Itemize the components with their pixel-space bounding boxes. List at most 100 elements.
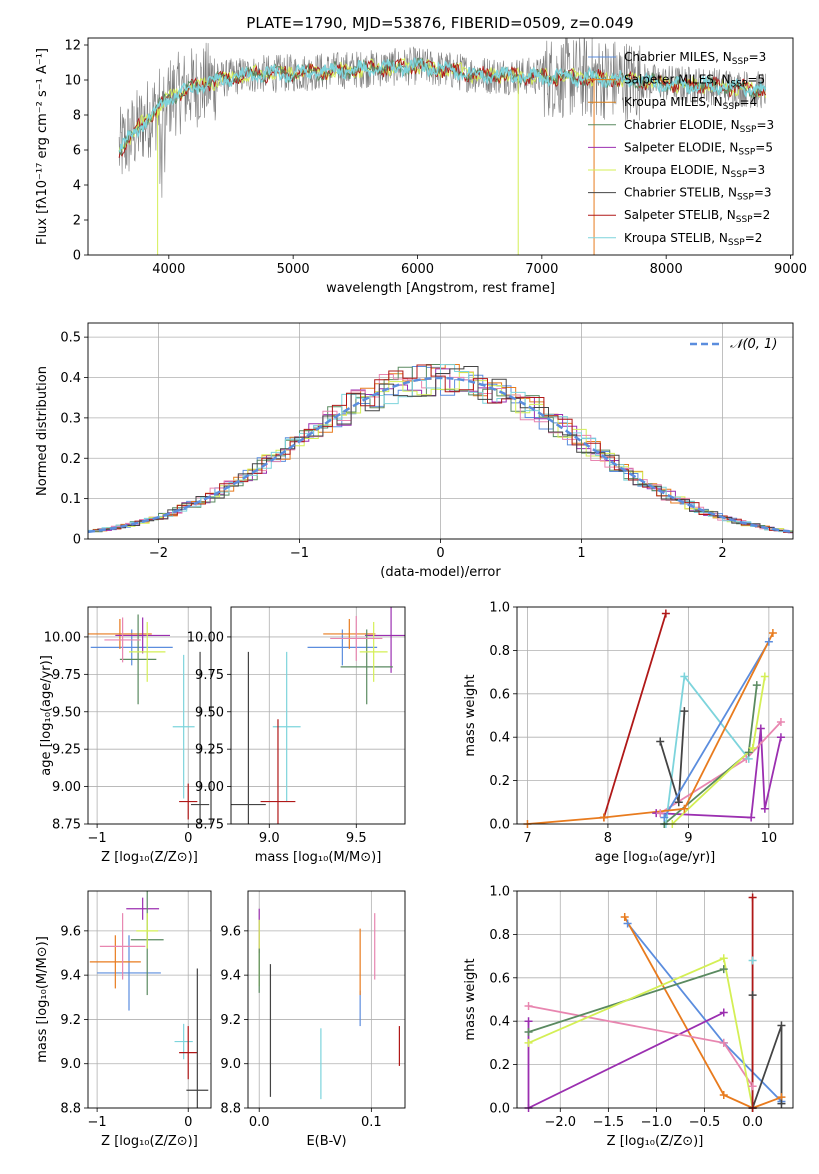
x-tick-label: 5000	[277, 262, 310, 277]
x-tick-label: −1	[88, 831, 107, 846]
weight-marker	[748, 893, 757, 902]
y-tick-label: 9.50	[52, 705, 81, 720]
y-tick-label: 0.8	[489, 644, 510, 659]
legend-text: Kroupa MILES, N	[624, 95, 723, 109]
panel-weight_vs_age: 7 8 9 10 0.0 0.2 0.4 0.6 0.8 1.0 age [log₁₀(age/yr…	[463, 601, 794, 865]
legend-sub: SSP	[740, 125, 757, 135]
panel-residuals: −2 −1 0 1 2 0 0.1 0.2 0.3 0.4 0.5 (data-model)/erro…	[35, 322, 794, 580]
y-tick-label: 10.00	[187, 630, 224, 645]
x-tick-label: 7	[523, 831, 531, 846]
x-tick-label: 8	[604, 831, 612, 846]
legend-suffix: =3	[747, 163, 765, 177]
model-spectrum	[118, 57, 767, 157]
weight-series	[527, 1011, 725, 1108]
x-tick-label: 0	[184, 1115, 192, 1130]
weight-marker	[661, 609, 670, 618]
y-tick-label: 0	[73, 533, 81, 548]
x-axis-label: (data-model)/error	[380, 565, 501, 580]
weight-series	[663, 641, 770, 818]
y-tick-label: 0.5	[60, 331, 81, 346]
weight-marker	[719, 1038, 728, 1047]
y-tick-label: 2	[73, 214, 81, 229]
x-tick-label: 6000	[401, 262, 434, 277]
panel-age_vs_Z: −1 0 8.75 9.00 9.25 9.50 9.75 10.00 Z [log₁₀(Z/Z…	[39, 606, 212, 865]
legend-label: Chabrier STELIB, NSSP=3	[624, 186, 772, 203]
weight-marker	[777, 1099, 786, 1108]
weight-marker	[599, 813, 608, 822]
weight-marker	[747, 813, 756, 822]
y-tick-label: 9.4	[60, 969, 81, 984]
legend-label: Chabrier MILES, NSSP=3	[624, 50, 766, 67]
axes-frame	[87, 606, 212, 825]
grid	[248, 891, 405, 1109]
weight-marker	[719, 954, 728, 963]
legend-text: Chabrier MILES, N	[624, 50, 732, 64]
legend-text: Salpeter STELIB, N	[624, 208, 736, 222]
x-tick-label: 7000	[525, 262, 558, 277]
y-tick-label: 0.2	[489, 774, 510, 789]
weight-marker	[760, 672, 769, 681]
weight-marker	[656, 737, 665, 746]
y-tick-label: 0.4	[489, 731, 510, 746]
legend-sub: SSP	[731, 80, 748, 90]
legend-text: Chabrier STELIB, N	[624, 186, 737, 200]
y-tick-label: 9.75	[52, 668, 81, 683]
y-tick-label: 9.25	[195, 743, 224, 758]
y-tick-label: 8	[73, 109, 81, 124]
x-tick-label: 0	[184, 831, 192, 846]
axes-frame	[87, 322, 794, 540]
x-tick-label: −2	[149, 546, 168, 561]
legend-text: Kroupa STELIB, N	[624, 231, 728, 245]
legend-suffix: =4	[740, 95, 758, 109]
weight-marker	[680, 707, 689, 716]
y-tick-label: 9.0	[60, 1057, 81, 1072]
legend-sub: SSP	[732, 57, 749, 67]
weight-marker	[748, 991, 757, 1000]
x-tick-label: 9000	[774, 262, 807, 277]
weight-marker	[623, 919, 632, 928]
weight-marker	[748, 1082, 757, 1091]
weight-marker	[719, 1008, 728, 1017]
legend-sub: SSP	[736, 215, 753, 225]
y-tick-label: 0.0	[489, 1102, 510, 1117]
axes-frame	[87, 890, 212, 1109]
x-tick-label: 0.0	[742, 1115, 763, 1130]
axes-frame	[247, 890, 406, 1109]
grid	[517, 890, 793, 1109]
y-tick-label: 0.8	[489, 928, 510, 943]
legend-suffix: =2	[745, 231, 763, 245]
x-tick-label: 10	[761, 831, 778, 846]
y-tick-label: 8.8	[220, 1102, 241, 1117]
y-tick-label: 0.2	[489, 1058, 510, 1073]
legend-label: Salpeter MILES, NSSP=5	[624, 73, 765, 90]
y-tick-label: 9.2	[220, 1013, 241, 1028]
x-tick-label: 0.1	[361, 1115, 382, 1130]
weight-marker	[680, 804, 689, 813]
weight-marker	[674, 798, 683, 807]
weight-series	[751, 995, 783, 1108]
histogram-series	[97, 366, 793, 533]
legend-suffix: =5	[755, 140, 773, 154]
y-tick-label: 1.0	[489, 601, 510, 616]
plot-area	[527, 613, 782, 824]
x-tick-label: −1	[88, 1115, 107, 1130]
panel-age_vs_mass: 9.0 9.5 8.75 9.00 9.25 9.50 9.75 10.00 mass [log…	[187, 606, 406, 865]
weight-series	[528, 1005, 754, 1087]
weight-marker	[768, 629, 777, 638]
plot-area	[527, 897, 783, 1108]
legend-label: Kroupa STELIB, NSSP=2	[624, 231, 762, 248]
weight-marker	[524, 1038, 533, 1047]
weight-marker	[660, 813, 669, 822]
y-tick-label: 9.75	[195, 668, 224, 683]
plot-area	[88, 364, 793, 534]
legend-sub: SSP	[723, 102, 740, 112]
weight-marker	[748, 744, 757, 753]
x-axis-label: Z [log₁₀(Z/Z⊙)]	[101, 850, 198, 865]
weight-marker	[760, 804, 769, 813]
x-axis-label: E(B-V)	[306, 1134, 346, 1149]
legend-sub: SSP	[731, 170, 748, 180]
x-axis-label: Z [log₁₀(Z/Z⊙)]	[101, 1134, 198, 1149]
legend-label: Kroupa MILES, NSSP=4	[624, 95, 757, 112]
x-axis-label: Z [log₁₀(Z/Z⊙)]	[607, 1134, 704, 1149]
axes-frame	[230, 606, 406, 825]
